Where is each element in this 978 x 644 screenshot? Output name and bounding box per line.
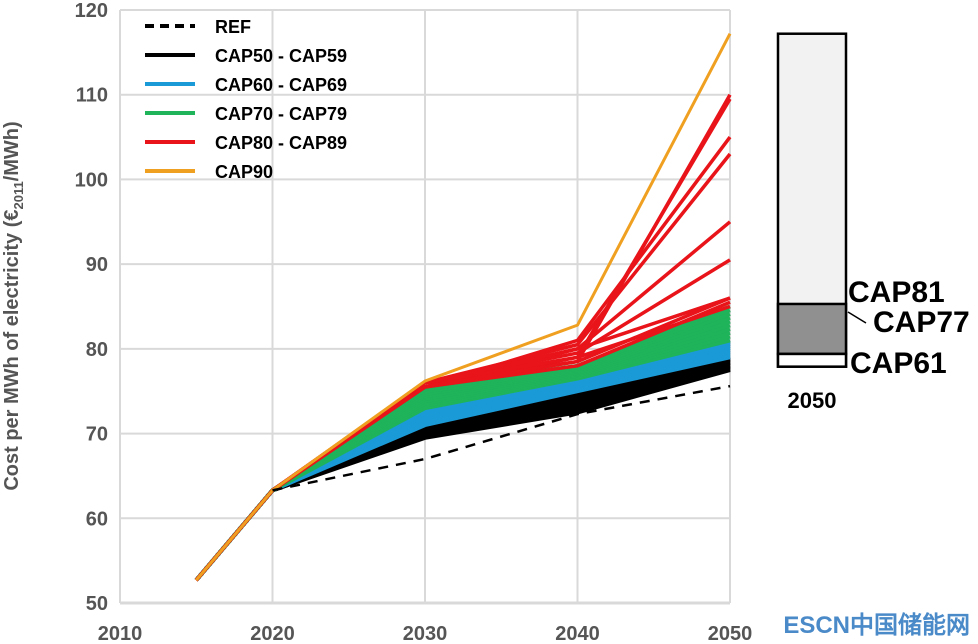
legend-label: CAP60 - CAP69 — [215, 75, 347, 95]
y-tick-label: 60 — [86, 508, 108, 530]
bar-label-cap81: CAP81 — [848, 276, 945, 309]
series-line-CAP90 — [195, 33, 732, 582]
y-tick-label: 50 — [86, 593, 108, 615]
watermark: ESCN中国储能网 — [783, 612, 970, 639]
x-tick-label: 2040 — [555, 623, 600, 644]
legend-label: CAP70 - CAP79 — [215, 104, 347, 124]
y-tick-label: 120 — [75, 0, 108, 22]
y-axis-label: Cost per MWh of electricity (€2011/MWh) — [1, 121, 26, 490]
y-tick-label: 90 — [86, 254, 108, 276]
y-tick-label: 100 — [75, 169, 108, 191]
bar-label-cap61: CAP61 — [850, 347, 947, 380]
legend-label: REF — [215, 17, 251, 37]
x-tick-label: 2030 — [403, 623, 448, 644]
series-line-REF — [272, 384, 731, 492]
y-tick-label: 70 — [86, 424, 108, 446]
legend-label: CAP90 — [215, 162, 273, 182]
range-bar-cap61-segment — [776, 352, 848, 368]
x-tick-label: 2050 — [708, 623, 753, 644]
range-bar-cap77-segment — [776, 302, 848, 356]
bar-label-cap77: CAP77 — [873, 306, 970, 339]
y-tick-label: 80 — [86, 339, 108, 361]
x-tick-label: 2010 — [98, 623, 143, 644]
legend-label: CAP50 - CAP59 — [215, 46, 347, 66]
legend-label: CAP80 - CAP89 — [215, 133, 347, 153]
bar-year-label: 2050 — [788, 388, 837, 413]
y-tick-label: 110 — [76, 85, 108, 107]
bar-label-leader — [847, 311, 867, 324]
x-tick-label: 2020 — [250, 623, 295, 644]
